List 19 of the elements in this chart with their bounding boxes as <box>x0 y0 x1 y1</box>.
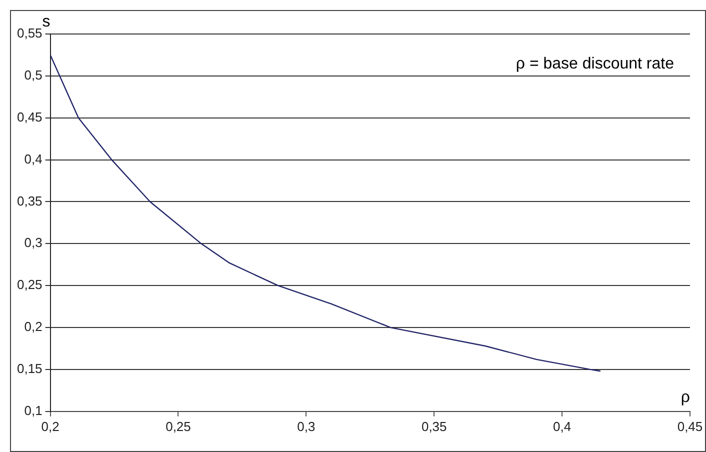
x-tick-label: 0,35 <box>421 418 447 434</box>
y-tick-label: 0,55 <box>16 26 42 41</box>
x-axis-title: ρ <box>680 388 690 406</box>
x-tick-label: 0,4 <box>553 418 572 434</box>
x-tick-label: 0,45 <box>677 418 703 434</box>
x-tick-label: 0,3 <box>297 418 316 434</box>
y-tick-label: 0,3 <box>24 235 42 250</box>
y-tick-label: 0,4 <box>24 151 42 166</box>
y-tick-label: 0,2 <box>24 319 42 334</box>
y-tick-label: 0,45 <box>16 109 42 124</box>
y-tick-label: 0,15 <box>16 361 42 376</box>
y-tick-label: 0,1 <box>24 402 42 418</box>
x-tick-label: 0,2 <box>41 418 60 434</box>
x-tick-label: 0,25 <box>166 418 191 434</box>
annotation: ρ = base discount rate <box>516 55 674 72</box>
y-axis-title: s <box>42 13 50 30</box>
y-tick-label: 0,35 <box>16 193 42 208</box>
y-tick-label: 0,5 <box>24 68 42 83</box>
y-tick-label: 0,25 <box>16 277 42 292</box>
